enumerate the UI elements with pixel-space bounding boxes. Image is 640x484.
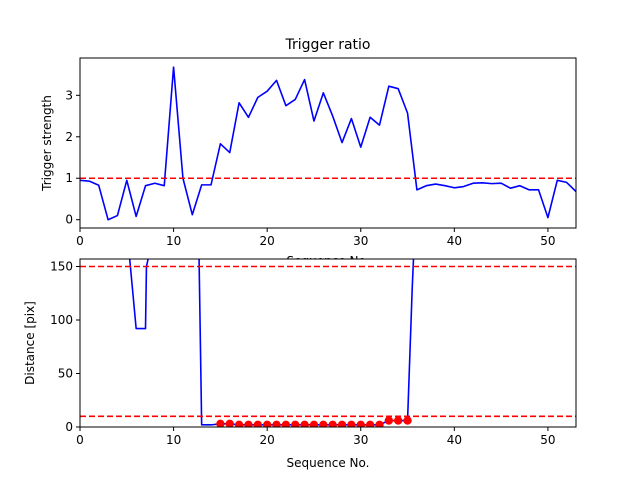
bottom-scatter-point [291, 420, 300, 427]
bottom-axes-frame [79, 258, 577, 428]
bottom-scatter-point [309, 420, 319, 427]
bottom-scatter-point [337, 420, 347, 427]
bottom-scatter-point [281, 420, 291, 427]
bottom-scatter-point [365, 420, 375, 427]
bottom-y-tick-label: 50 [58, 366, 73, 380]
bottom-y-tick-label: 0 [65, 420, 73, 434]
bottom-scatter-point [216, 419, 225, 427]
bottom-x-tick-label: 50 [540, 433, 555, 447]
bottom-x-tick-label: 0 [76, 433, 84, 447]
bottom-x-tick-label: 20 [260, 433, 275, 447]
top-series-line [80, 66, 576, 221]
top-y-tick-label: 3 [65, 88, 73, 102]
bottom-scatter-point [403, 416, 412, 425]
bottom-scatter-point [347, 420, 356, 427]
bottom-scatter-point [328, 420, 337, 427]
bottom-scatter-point [234, 420, 244, 427]
bottom-plot-background [80, 259, 576, 427]
bottom-scatter-point [356, 420, 365, 427]
top-x-tick-label: 40 [447, 234, 462, 248]
top-y-tick-label: 1 [65, 171, 73, 185]
top-chart-title: Trigger ratio [284, 37, 370, 53]
top-x-tick-label: 0 [76, 234, 84, 248]
bottom-plot-area [80, 259, 576, 427]
bottom-scatter-point [272, 420, 281, 427]
top-axes-frame [79, 57, 577, 229]
bottom-scatter-point [393, 416, 403, 425]
bottom-scatter-point [319, 420, 328, 427]
trigger-ratio-panel: Trigger ratio Trigger strength Sequence … [40, 37, 577, 268]
top-plot-area [80, 66, 576, 221]
top-x-tick-label: 20 [260, 234, 275, 248]
bottom-x-tick-label: 30 [353, 433, 368, 447]
bottom-scatter-point [225, 419, 234, 427]
bottom-x-tick-label: 40 [447, 433, 462, 447]
top-x-tick-label: 10 [166, 234, 181, 248]
top-y-tick-label: 2 [65, 130, 73, 144]
top-y-tick-label: 0 [65, 213, 73, 227]
distance-panel: Distance [pix] Sequence No. 0 10 20 30 40 500… [23, 258, 577, 470]
top-x-tick-label: 30 [353, 234, 368, 248]
bottom-scatter-point [262, 420, 272, 427]
top-plot-background [80, 58, 576, 228]
top-y-axis-label: Trigger strength [40, 95, 54, 192]
bottom-y-tick-label: 100 [50, 313, 73, 327]
bottom-x-tick-label: 10 [166, 433, 181, 447]
bottom-y-tick-label: 150 [50, 259, 73, 273]
bottom-scatter-point [253, 420, 263, 427]
bottom-scatter-point [384, 416, 394, 425]
bottom-x-axis-label: Sequence No. [287, 456, 370, 470]
bottom-scatter-point [300, 420, 309, 427]
top-axis-ticks: 0 10 20 30 40 50 0 1 2 3 [65, 88, 555, 248]
bottom-y-axis-label: Distance [pix] [23, 301, 37, 385]
top-x-tick-label: 50 [540, 234, 555, 248]
bottom-scatter-point [375, 420, 384, 427]
bottom-scatter-point [244, 420, 253, 427]
bottom-axis-ticks: 0 10 20 30 40 50 0 50 100 150 [50, 259, 555, 447]
